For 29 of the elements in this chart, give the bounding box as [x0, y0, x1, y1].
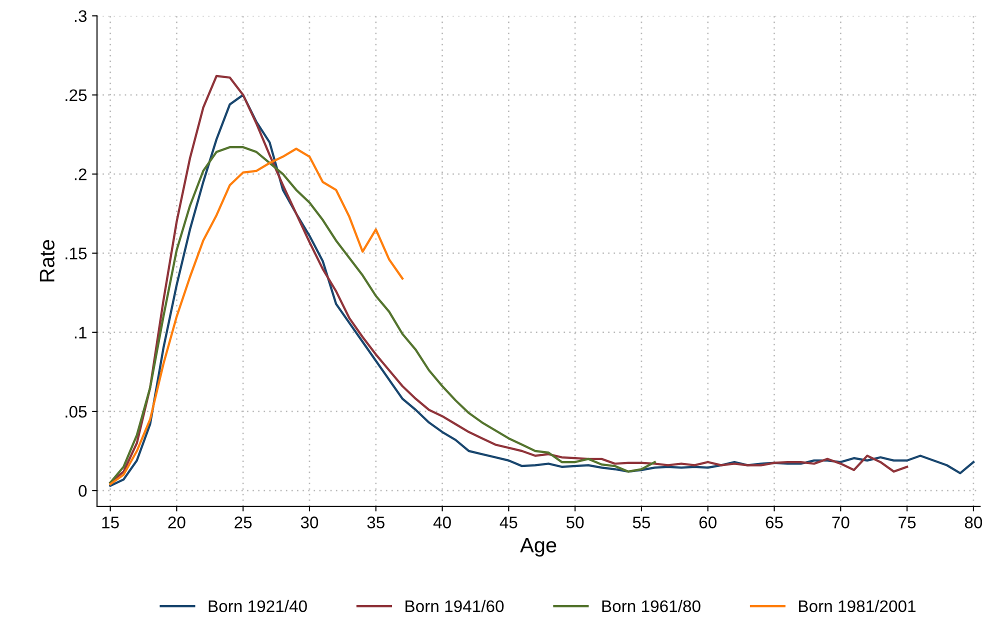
x-tick-label: 75 — [898, 516, 916, 528]
x-tick-label: 15 — [102, 516, 119, 528]
x-tick-label: 80 — [964, 516, 982, 528]
line-series — [109, 146, 656, 484]
x-axis-title: Age — [520, 538, 556, 557]
x-tick-label: 25 — [234, 516, 252, 528]
x-tick-label: 70 — [832, 516, 850, 528]
y-tick-label: 0 — [78, 484, 87, 497]
y-tick-label: .05 — [66, 406, 87, 418]
x-tick-label: 30 — [300, 516, 318, 528]
x-tick-label: 55 — [632, 516, 650, 528]
legend-label: Born 1961/80 — [602, 600, 700, 612]
legend-label: Born 1941/60 — [406, 600, 504, 612]
y-tick-label: .2 — [74, 168, 86, 180]
x-tick-label: 20 — [168, 516, 186, 528]
x-tick-label: 45 — [500, 516, 518, 528]
y-tick-label: .1 — [74, 326, 86, 338]
y-axis-title: Rate — [40, 240, 54, 282]
x-tick-label: 40 — [433, 516, 451, 528]
x-tick-label: 50 — [566, 516, 584, 528]
legend-label: Born 1981/2001 — [799, 600, 916, 612]
x-tick-label: 60 — [699, 516, 716, 528]
x-tick-label: 35 — [367, 516, 384, 528]
y-tick-label: .3 — [74, 10, 87, 22]
y-tick-label: .15 — [66, 248, 87, 260]
legend-label: Born 1921/40 — [208, 600, 307, 612]
y-tick-label: .25 — [66, 89, 87, 102]
x-tick-label: 65 — [766, 516, 783, 528]
line-series — [109, 148, 404, 486]
